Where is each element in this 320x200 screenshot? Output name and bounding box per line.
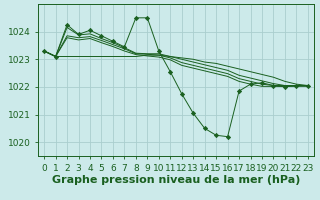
X-axis label: Graphe pression niveau de la mer (hPa): Graphe pression niveau de la mer (hPa)	[52, 175, 300, 185]
